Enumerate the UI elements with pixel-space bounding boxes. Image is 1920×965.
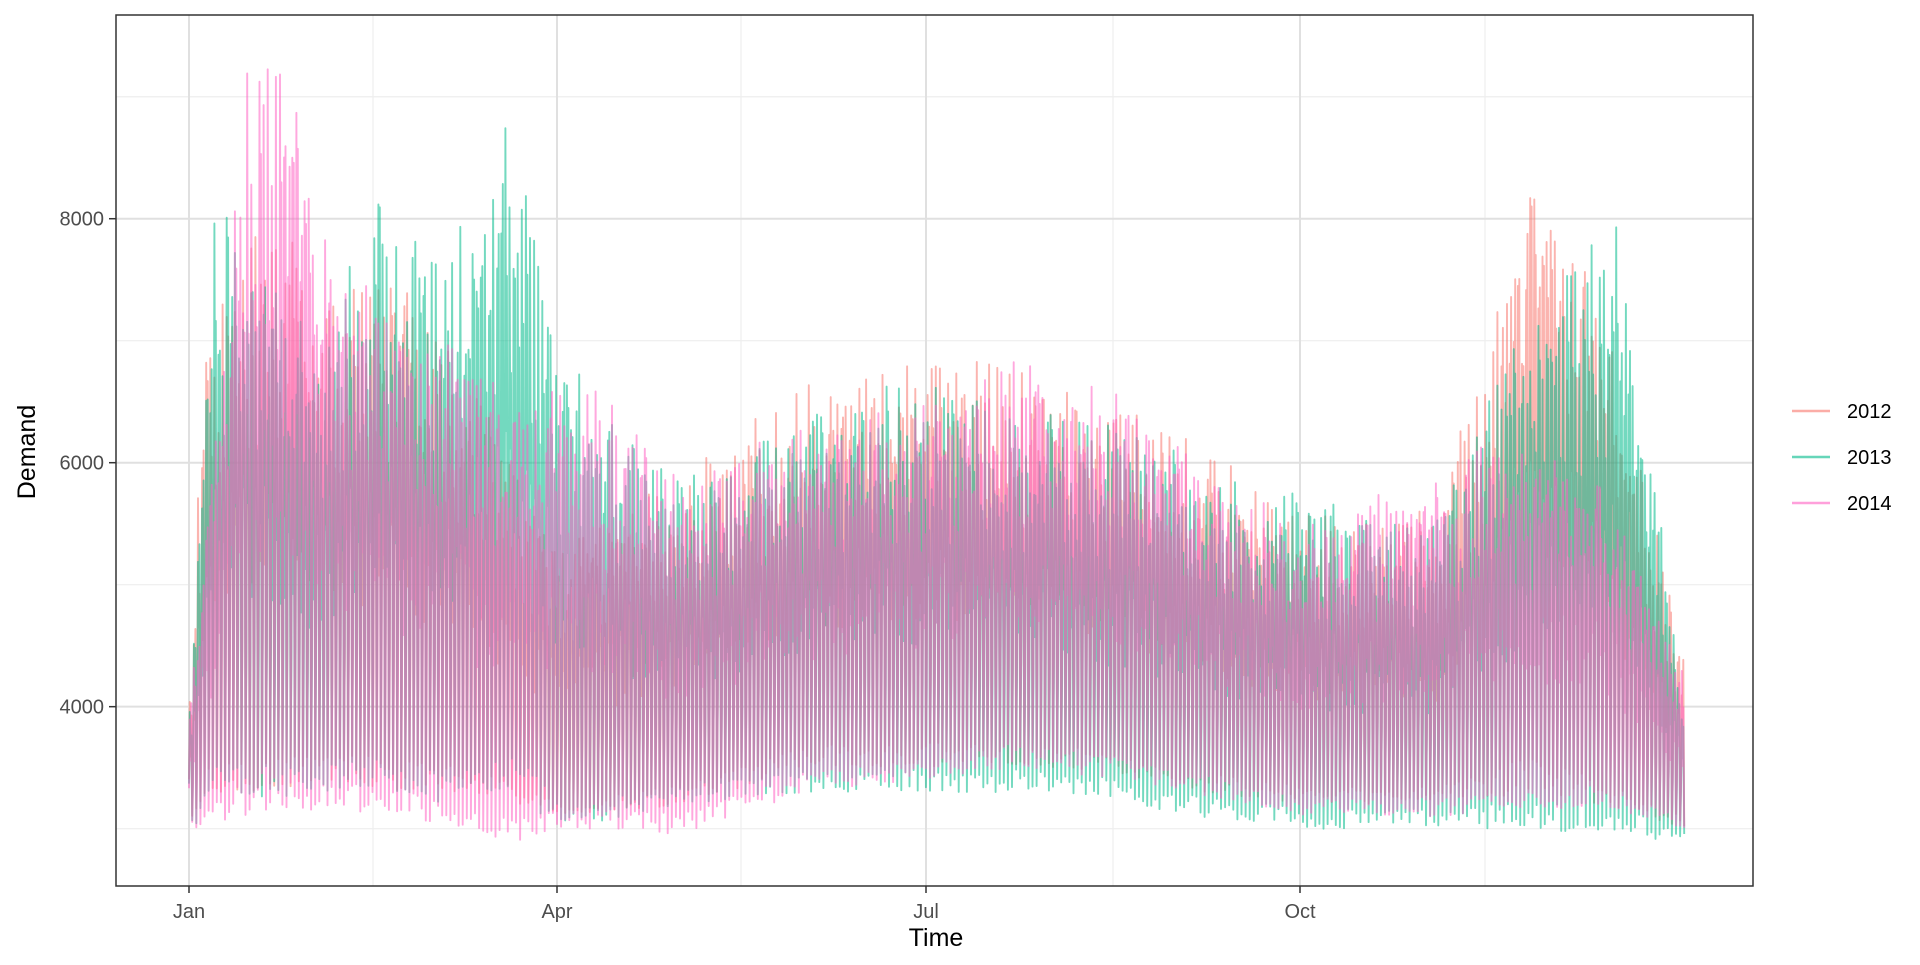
legend-item-2012: 2012 — [1792, 401, 1892, 423]
x-tick-label: Apr — [541, 901, 572, 923]
x-axis-title: Time — [909, 924, 964, 952]
y-tick-label: 8000 — [60, 209, 105, 231]
legend-item-2013: 2013 — [1792, 447, 1892, 469]
x-tick-label: Jul — [913, 901, 939, 923]
series-line-2014 — [188, 68, 1686, 841]
x-tick-label: Oct — [1284, 901, 1316, 923]
legend-label: 2014 — [1847, 493, 1892, 515]
x-tick-label: Jan — [173, 901, 205, 923]
plot-border — [115, 14, 1754, 887]
series-lines — [188, 68, 1686, 841]
legend-item-2014: 2014 — [1792, 493, 1892, 515]
legend-label: 2012 — [1847, 401, 1892, 423]
y-axis-title: Demand — [13, 405, 41, 500]
y-tick-label: 4000 — [60, 697, 105, 719]
y-tick-label: 6000 — [60, 453, 105, 475]
legend-label: 2013 — [1847, 447, 1892, 469]
legend: 2012 2013 2014 — [1792, 401, 1892, 515]
axes: 4000 6000 8000 Jan Apr Jul Oct — [60, 14, 1754, 923]
